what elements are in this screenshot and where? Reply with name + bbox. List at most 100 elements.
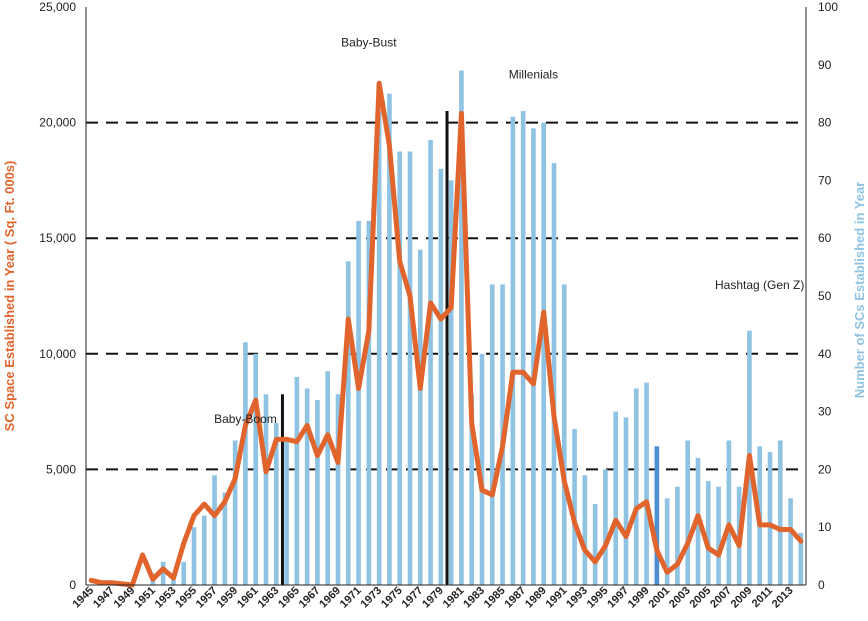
x-tick-label: 1969 bbox=[317, 585, 343, 611]
bar-1952 bbox=[160, 561, 166, 585]
x-tick-label: 1973 bbox=[358, 585, 384, 611]
bar-2002 bbox=[675, 486, 680, 585]
bar-1961 bbox=[253, 353, 259, 585]
bar-1995 bbox=[603, 469, 608, 585]
x-tick-label: 1951 bbox=[132, 585, 158, 611]
left-axis-label: SC Space Established in Year ( Sq. Ft. 0… bbox=[2, 161, 17, 432]
bar-1964 bbox=[284, 440, 289, 585]
left-tick-label: 15,000 bbox=[39, 231, 76, 245]
right-tick-label: 70 bbox=[818, 173, 832, 187]
right-tick-label: 0 bbox=[818, 578, 825, 592]
x-tick-label: 1963 bbox=[256, 585, 282, 611]
bar-1955 bbox=[191, 527, 197, 585]
bar-2014 bbox=[798, 532, 804, 585]
x-tick-label: 2011 bbox=[750, 585, 775, 610]
bar-1998 bbox=[633, 388, 639, 585]
x-tick-label: 1983 bbox=[461, 585, 487, 611]
right-tick-label: 100 bbox=[818, 0, 838, 14]
bar-2007 bbox=[726, 440, 732, 585]
bar-1966 bbox=[304, 388, 310, 585]
bar-1986 bbox=[510, 116, 516, 585]
x-tick-label: 1977 bbox=[400, 585, 426, 611]
right-tick-label: 80 bbox=[818, 116, 832, 130]
x-tick-label: 1947 bbox=[91, 585, 117, 611]
x-tick-label: 1987 bbox=[502, 585, 528, 611]
bar-1954 bbox=[181, 561, 187, 585]
axes bbox=[85, 7, 807, 586]
bar-2011 bbox=[767, 452, 773, 585]
x-tick-label: 1993 bbox=[564, 585, 590, 611]
bar-1968 bbox=[325, 371, 331, 585]
annotation-label: Baby-Bust bbox=[341, 35, 397, 49]
bar-1981 bbox=[459, 70, 464, 585]
x-tick-label: 1953 bbox=[153, 585, 179, 611]
x-tick-label: 1959 bbox=[214, 585, 240, 611]
left-tick-label: 20,000 bbox=[39, 116, 76, 130]
bar-1977 bbox=[417, 249, 423, 585]
bar-2013 bbox=[788, 498, 793, 585]
bar-1969 bbox=[335, 394, 341, 585]
bar-2006 bbox=[716, 486, 721, 585]
bar-1992 bbox=[572, 428, 577, 585]
right-tick-label: 90 bbox=[818, 58, 832, 72]
left-tick-label: 5,000 bbox=[46, 462, 76, 476]
bar-1994 bbox=[592, 504, 598, 585]
x-tick-label: 2007 bbox=[708, 585, 734, 611]
right-tick-label: 20 bbox=[818, 462, 832, 476]
x-tick-label: 1989 bbox=[523, 585, 549, 611]
x-tick-label: 1975 bbox=[379, 585, 405, 611]
left-tick-label: 0 bbox=[69, 578, 76, 592]
bar-1984 bbox=[489, 284, 495, 585]
sc-space-line bbox=[88, 80, 804, 588]
bar-1997 bbox=[623, 417, 629, 585]
x-tick-label: 1971 bbox=[338, 585, 364, 611]
x-tick-label: 1957 bbox=[194, 585, 220, 611]
bar-2000 bbox=[654, 446, 660, 585]
bar-1976 bbox=[407, 151, 413, 585]
bar-1971 bbox=[356, 220, 361, 586]
x-tick-label: 2009 bbox=[729, 585, 755, 611]
bar-1963 bbox=[273, 423, 279, 585]
x-tick-label: 1955 bbox=[173, 585, 199, 611]
left-tick-label: 25,000 bbox=[39, 0, 76, 14]
line-series bbox=[88, 80, 804, 588]
bar-1983 bbox=[479, 353, 485, 585]
right-tick-label: 50 bbox=[818, 289, 832, 303]
bar-1989 bbox=[541, 122, 547, 585]
bar-1957 bbox=[212, 475, 217, 585]
annotation-label: Hashtag (Gen Z) bbox=[715, 278, 804, 292]
annotations: Baby-Boom Baby-Bust Millenials Hashtag (Gen… bbox=[214, 35, 804, 426]
bar-series bbox=[150, 70, 804, 586]
right-axis-label: Number of SCs Established in Year bbox=[852, 182, 867, 399]
bar-1990 bbox=[551, 163, 557, 585]
x-tick-label: 2001 bbox=[646, 585, 672, 611]
x-tick-label: 1995 bbox=[585, 585, 611, 611]
bar-1988 bbox=[531, 128, 536, 585]
right-tick-label: 40 bbox=[818, 347, 832, 361]
bar-1970 bbox=[345, 261, 351, 585]
annotation-label: Baby-Boom bbox=[214, 412, 277, 426]
bar-2003 bbox=[685, 440, 691, 585]
x-tick-label: 1965 bbox=[276, 585, 302, 611]
left-tick-label: 10,000 bbox=[39, 347, 76, 361]
bar-1965 bbox=[294, 376, 300, 585]
bar-1960 bbox=[243, 342, 248, 585]
bar-1973 bbox=[376, 111, 382, 585]
bar-2012 bbox=[777, 440, 783, 585]
x-tick-label: 1985 bbox=[482, 585, 508, 611]
bar-1974 bbox=[387, 93, 392, 585]
annotation-label: Millenials bbox=[509, 68, 558, 82]
bar-1962 bbox=[263, 394, 269, 585]
x-tick-label: 1991 bbox=[544, 585, 570, 611]
x-tick-label: 1949 bbox=[112, 585, 138, 611]
bar-1978 bbox=[428, 139, 433, 585]
x-tick-label: 1967 bbox=[297, 585, 323, 611]
bar-1979 bbox=[438, 168, 444, 585]
x-tick-label: 1997 bbox=[605, 585, 631, 611]
bar-1980 bbox=[448, 180, 454, 585]
bar-2001 bbox=[664, 498, 670, 585]
bar-1967 bbox=[315, 400, 320, 585]
bar-1972 bbox=[366, 220, 372, 586]
bar-1959 bbox=[232, 440, 238, 585]
